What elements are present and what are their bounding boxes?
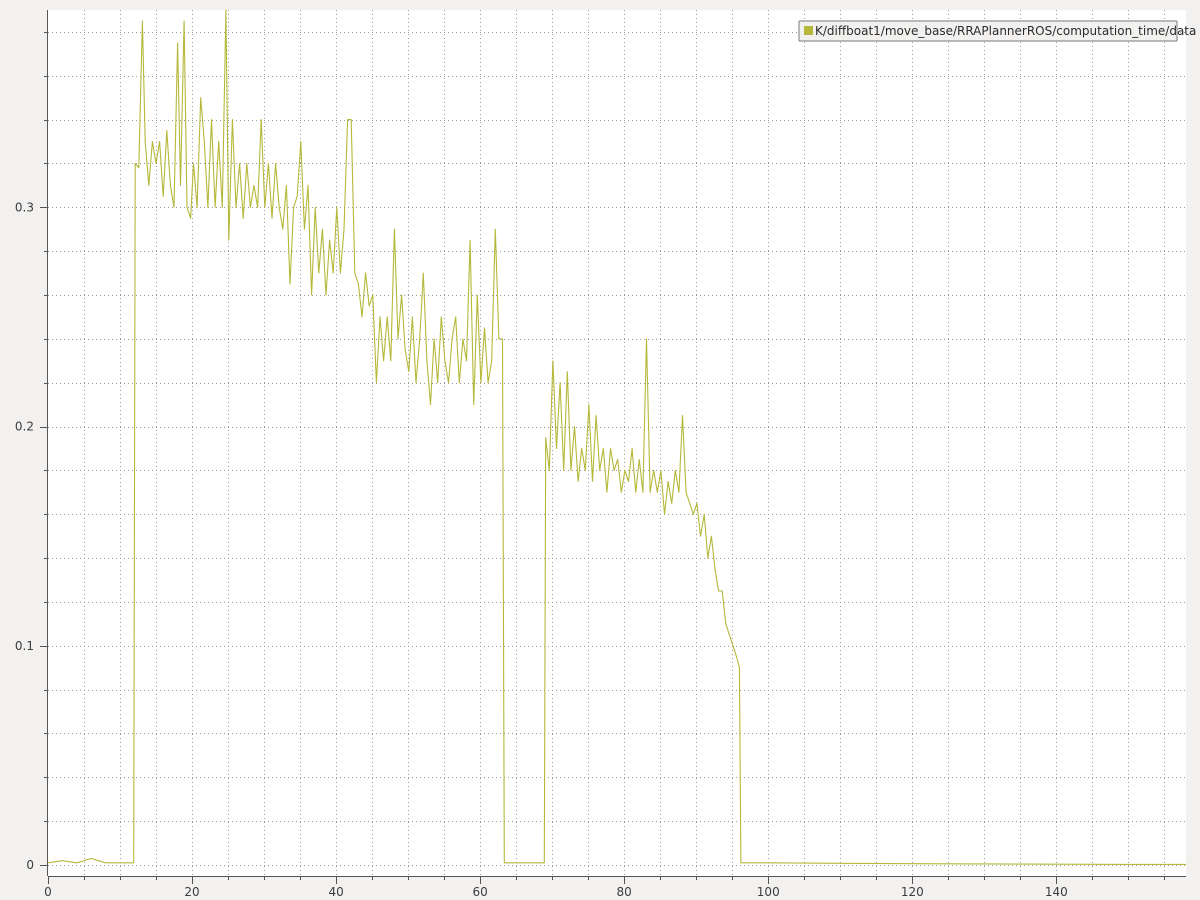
grid-lines <box>48 10 1186 876</box>
series-lines <box>47 9 1186 865</box>
y-tick-label: 0.3 <box>15 200 34 214</box>
axes <box>47 10 1186 877</box>
x-tick-label: 80 <box>617 885 632 899</box>
legend[interactable]: K/diffboat1/move_base/RRAPlannerROS/comp… <box>798 20 1196 42</box>
x-tick-label: 140 <box>1045 885 1068 899</box>
tick-labels: 0 20 40 60 80 100 120 140 0 0.1 0.2 0.3 <box>15 200 1068 899</box>
legend-swatch <box>804 26 813 35</box>
x-tick-label: 120 <box>901 885 924 899</box>
plot-background <box>48 10 1186 876</box>
x-tick-label: 100 <box>757 885 780 899</box>
x-tick-label: 20 <box>184 885 199 899</box>
y-tick-label: 0.2 <box>15 420 34 434</box>
legend-label: K/diffboat1/move_base/RRAPlannerROS/comp… <box>815 24 1196 38</box>
x-tick-label: 60 <box>473 885 488 899</box>
x-tick-label: 40 <box>328 885 343 899</box>
series-line <box>47 9 1186 865</box>
tick-marks <box>40 32 1165 884</box>
y-tick-label: 0.1 <box>15 639 34 653</box>
y-tick-label: 0 <box>26 858 34 872</box>
x-tick-label: 0 <box>44 885 52 899</box>
legend-box[interactable] <box>798 20 1178 42</box>
